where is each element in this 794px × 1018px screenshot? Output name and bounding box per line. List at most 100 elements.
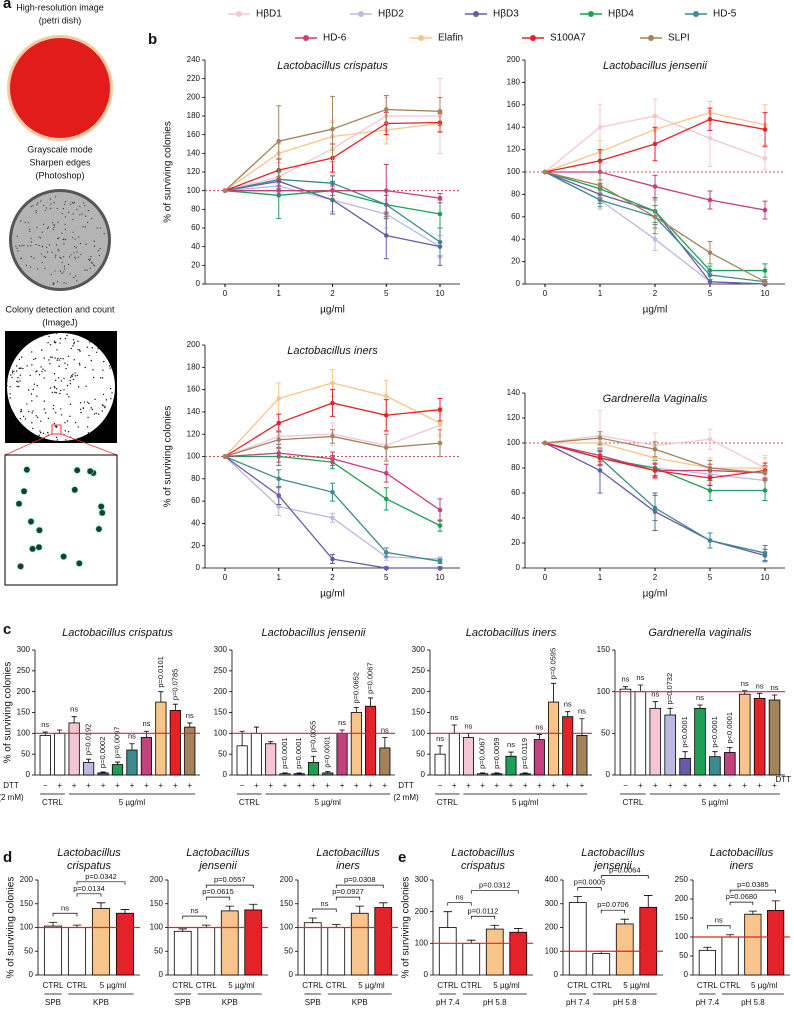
colony (93, 265, 96, 267)
significance-label: ns (564, 700, 572, 709)
colony (65, 282, 67, 284)
y-tick-label: 150 (150, 899, 164, 908)
colony (53, 202, 55, 204)
colony (46, 246, 48, 249)
bar (448, 732, 460, 776)
colony (71, 202, 74, 204)
colony (48, 244, 51, 246)
colony (44, 370, 46, 372)
data-point (383, 412, 389, 418)
colony (109, 367, 111, 369)
y-tick-label: 150 (675, 913, 689, 922)
data-point (437, 407, 443, 412)
y-tick-label: 220 (187, 74, 201, 83)
colony (95, 412, 97, 414)
x-tick-label: 0 (223, 289, 228, 298)
colony (97, 348, 99, 350)
data-point (707, 279, 713, 285)
data-point (383, 565, 389, 571)
colony (84, 226, 87, 228)
bar (39, 735, 51, 776)
colony (74, 256, 76, 258)
colony (72, 378, 75, 381)
y-tick-label: 120 (507, 413, 521, 422)
colony (67, 430, 70, 433)
comparison-label: ns (61, 903, 69, 912)
colony (91, 218, 93, 220)
bar (664, 714, 676, 776)
x-tick-label: CTRL (326, 981, 347, 990)
significance-label: ns (70, 705, 78, 714)
x-axis-label: µg/ml (320, 589, 345, 600)
y-tick-label: 200 (415, 907, 429, 916)
significance-label: ns (450, 713, 458, 722)
colony (70, 347, 73, 350)
row-label: DTT (398, 781, 414, 790)
colony (40, 237, 42, 239)
x-tick-label: 5 (384, 289, 389, 298)
colony (79, 364, 81, 366)
legend-marker (303, 35, 309, 41)
error-bar (771, 694, 778, 700)
colony (61, 212, 63, 215)
colony (76, 208, 78, 211)
data-point (707, 250, 713, 255)
colony (63, 377, 65, 380)
bar (533, 739, 545, 776)
group-label: CTRL (622, 798, 643, 807)
y-tick-label: 40 (511, 234, 520, 243)
colony (66, 364, 69, 366)
significance-label: ns (381, 725, 389, 734)
colony (93, 413, 96, 415)
bar (505, 755, 517, 776)
colony (43, 377, 45, 379)
y-axis-label: % of surviving colonies (163, 121, 174, 223)
colony (72, 237, 74, 239)
comparison-label: p=0.0342 (85, 872, 117, 881)
data-point (707, 465, 713, 471)
colony (35, 543, 43, 551)
colony (30, 393, 33, 395)
colony (57, 377, 60, 379)
chart-title: crispatus (461, 860, 506, 872)
data-point (652, 446, 658, 452)
significance-label: ns (128, 732, 136, 741)
y-tick-label: 120 (187, 429, 201, 438)
colony (11, 370, 14, 372)
comparison-label: ns (456, 893, 464, 902)
data-point (222, 454, 228, 459)
span-label: 5 µg/ml (228, 981, 255, 990)
data-point (276, 138, 282, 144)
colony (66, 393, 68, 395)
data-point (652, 184, 658, 189)
data-point (383, 550, 389, 555)
y-tick-label: 0 (26, 770, 31, 779)
colony (56, 349, 58, 351)
group-label: pH 7.4 (436, 998, 460, 1007)
row-sublabel: (2 mM) (0, 793, 24, 802)
y-tick-label: 250 (214, 666, 228, 675)
colony (52, 283, 54, 285)
bar (68, 722, 80, 776)
x-tick-label: + (72, 781, 77, 790)
colony (103, 232, 105, 235)
data-point (542, 440, 548, 446)
colony (58, 250, 60, 252)
colony (44, 267, 46, 269)
step-label: (petri dish) (39, 15, 82, 25)
y-tick-label: 300 (412, 645, 426, 654)
error-bar (727, 747, 733, 753)
y-axis-label: % of surviving colonies (3, 662, 14, 764)
significance-label: ns (41, 720, 49, 729)
colony (88, 259, 91, 261)
colony (86, 426, 89, 428)
x-tick-label: CTRL (461, 981, 482, 990)
colony (87, 221, 89, 224)
y-tick-label: 50 (21, 749, 30, 758)
data-point (437, 211, 443, 217)
colony (73, 245, 76, 248)
y-tick-label: 0 (516, 279, 521, 288)
colony (72, 213, 74, 215)
span-label: 5 µg/ml (100, 981, 127, 990)
data-point (652, 505, 658, 511)
